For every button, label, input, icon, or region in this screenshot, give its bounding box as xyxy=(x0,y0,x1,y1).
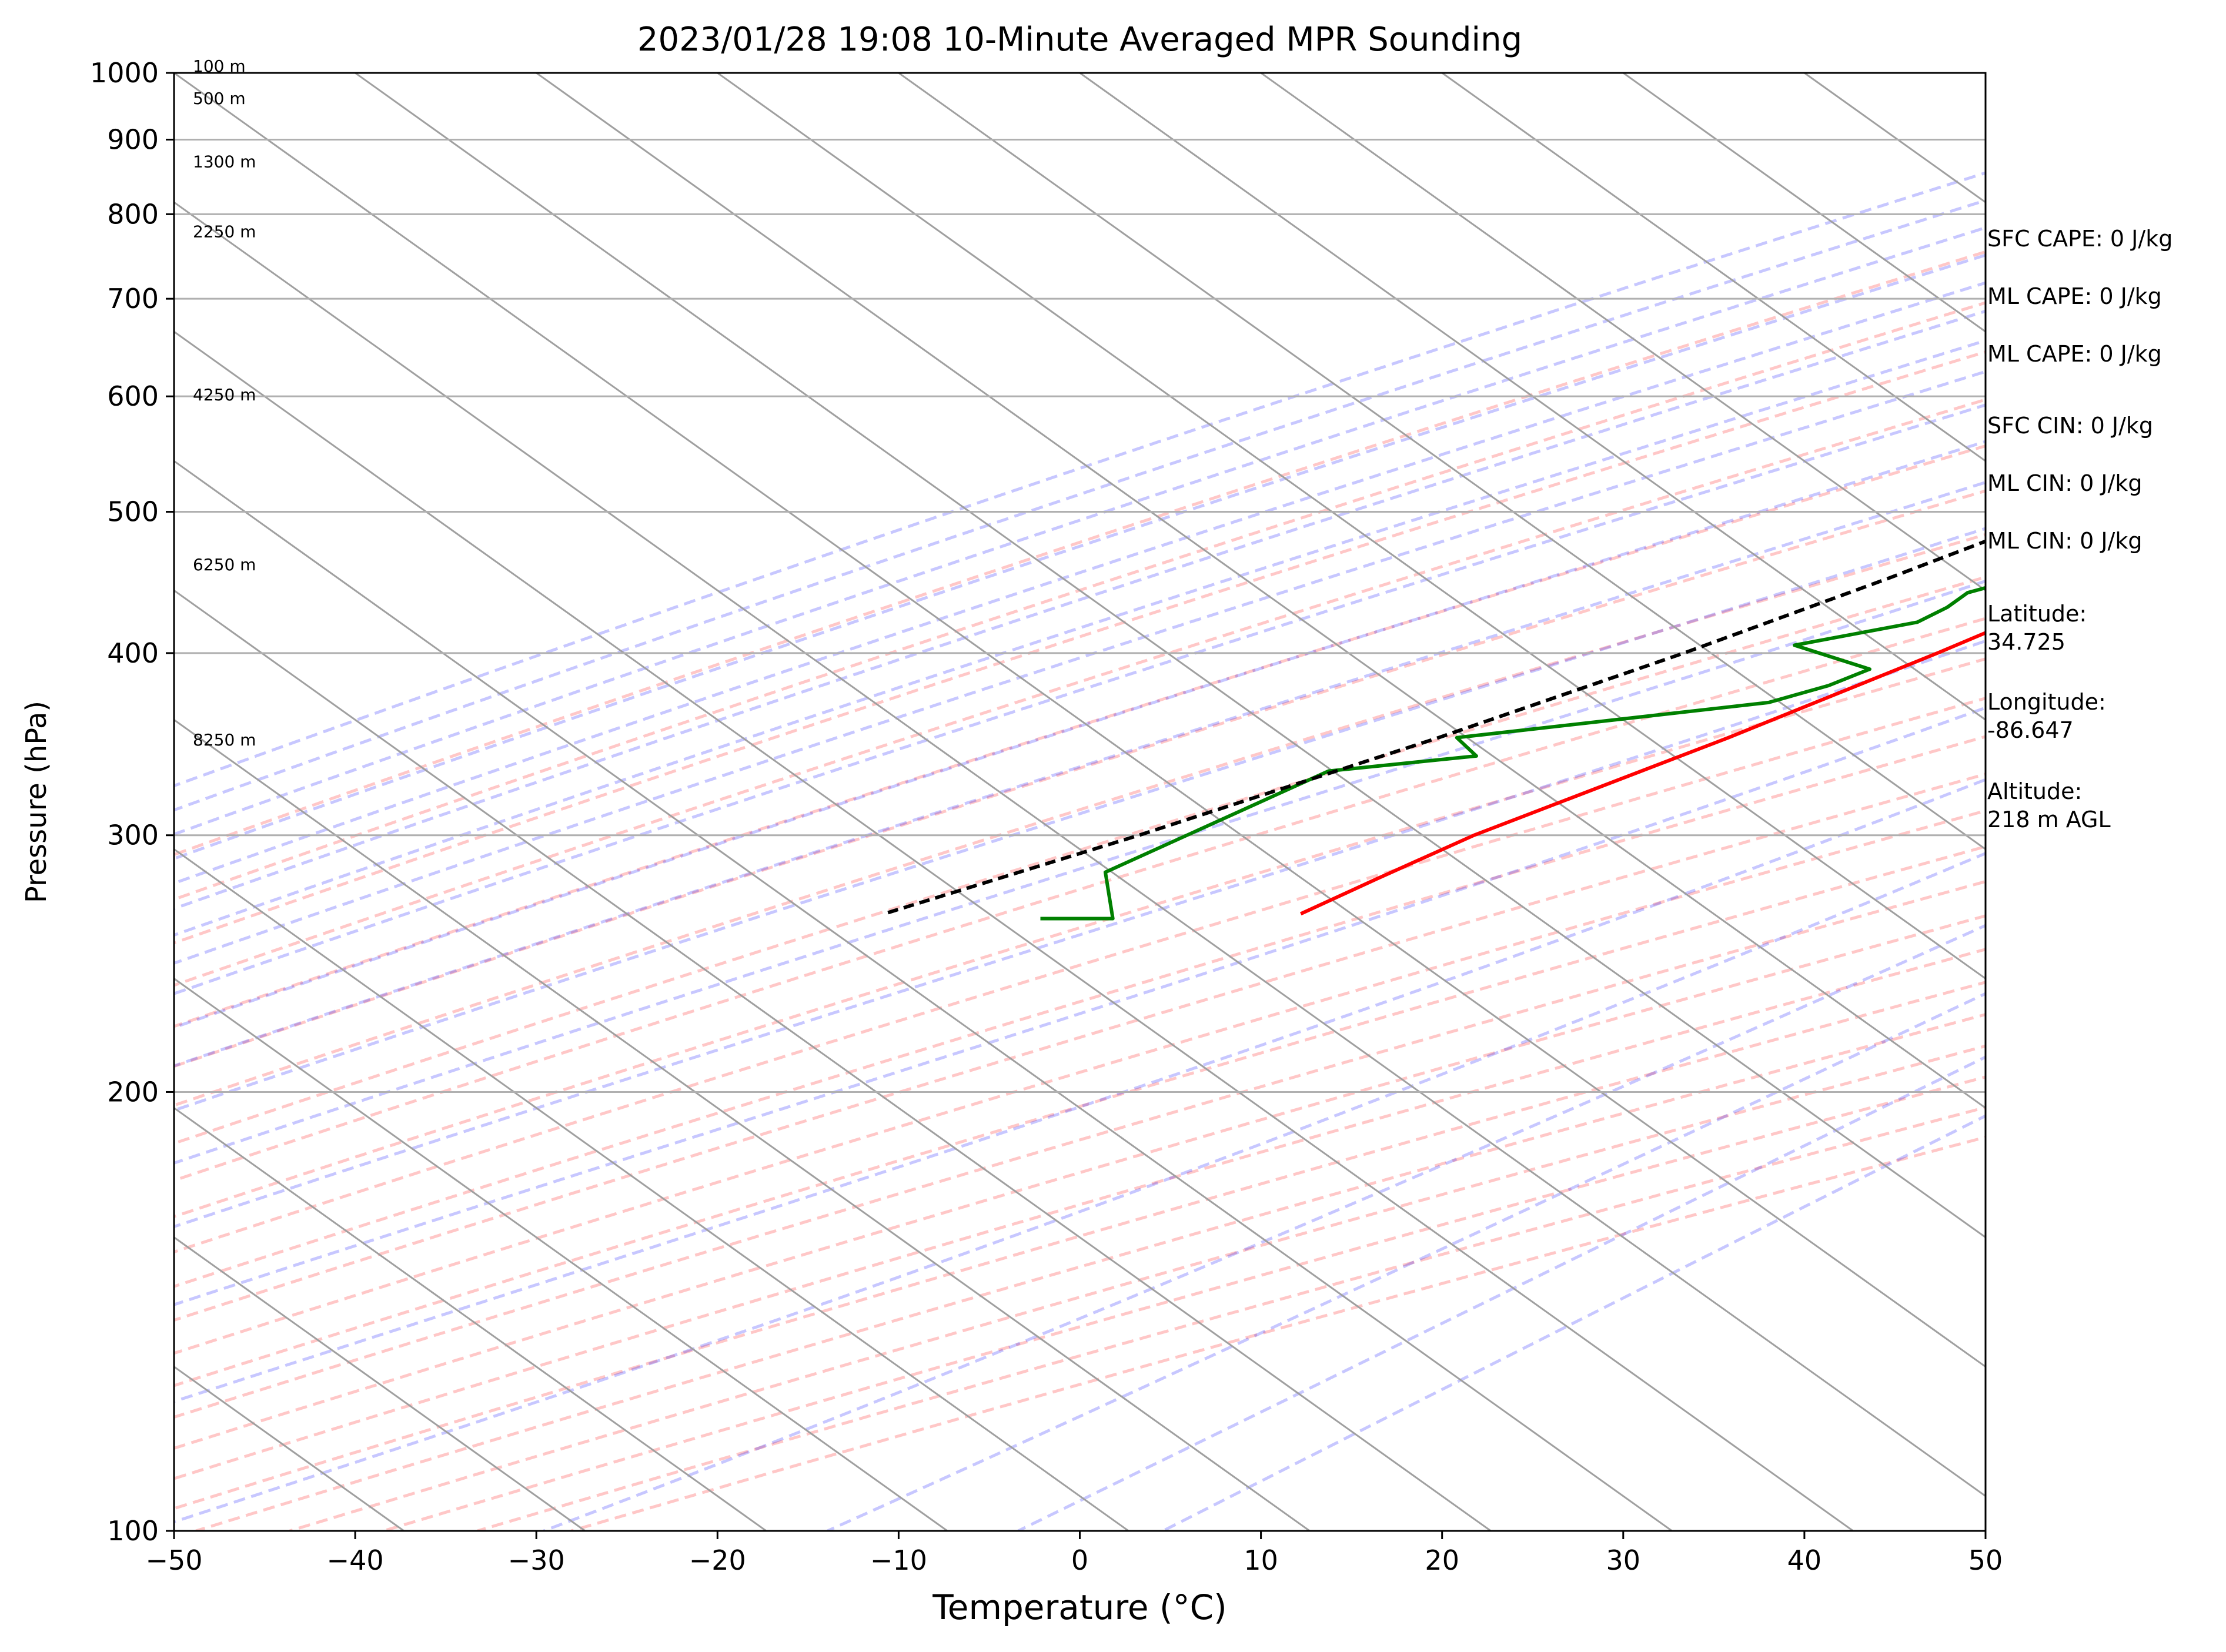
y-tick-label: 100 xyxy=(107,1515,159,1547)
isotherm-line xyxy=(1441,73,1986,463)
moist-adiabat-line xyxy=(174,579,1986,1165)
dry-adiabat-line xyxy=(174,350,1986,945)
height-label: 8250 m xyxy=(193,730,256,750)
x-tick-label: 0 xyxy=(1071,1544,1088,1576)
ml-cin-text-2: ML CIN: 0 J/kg xyxy=(1987,528,2143,554)
dry-adiabat-line xyxy=(174,250,1986,857)
axes-frame xyxy=(173,72,1987,1532)
ml-cape-text-2: ML CAPE: 0 J/kg xyxy=(1987,341,2162,367)
y-tick-label: 200 xyxy=(107,1076,159,1108)
isotherm-line xyxy=(174,460,1673,1531)
dry-adiabat-line xyxy=(570,1135,1986,1531)
isotherm-line xyxy=(717,73,1986,980)
moist-adiabat-line xyxy=(174,309,1986,911)
isotherm-line xyxy=(174,718,1311,1531)
x-tick-label: 10 xyxy=(1244,1544,1278,1576)
moist-adiabat-line xyxy=(174,370,1986,965)
y-tick-label: 1000 xyxy=(90,57,159,89)
isotherm-line xyxy=(174,73,1986,1368)
y-tick-label: 600 xyxy=(107,380,159,412)
moist-adiabat-line xyxy=(174,253,1986,861)
x-axis-label: Temperature (°C) xyxy=(932,1587,1227,1627)
isotherm-line xyxy=(1079,73,1986,721)
y-tick-label: 900 xyxy=(107,123,159,155)
dry-adiabat-line xyxy=(477,1106,1986,1531)
dry-adiabat-line xyxy=(174,981,1986,1510)
dry-adiabat-line xyxy=(174,914,1986,1450)
dry-adiabat-line xyxy=(174,444,1986,1028)
moist-adiabat-line xyxy=(174,199,1986,812)
dry-adiabat-line xyxy=(174,879,1986,1419)
x-tick-label: −10 xyxy=(870,1544,927,1576)
ml-cin-text: ML CIN: 0 J/kg xyxy=(1987,470,2143,496)
moist-adiabat-line xyxy=(174,706,1986,1306)
x-tick-label: 20 xyxy=(1425,1544,1459,1576)
moist-adiabat-line xyxy=(174,527,1986,1112)
y-tick-label: 300 xyxy=(107,820,159,851)
moist-adiabat-line xyxy=(174,339,1986,937)
sfc-cin-text: SFC CIN: 0 J/kg xyxy=(1987,413,2154,439)
isotherm-line xyxy=(898,73,1986,851)
height-label: 1300 m xyxy=(193,152,256,171)
x-tick-label: 30 xyxy=(1606,1544,1641,1576)
x-tick-label: −20 xyxy=(689,1544,746,1576)
height-label: 500 m xyxy=(193,89,246,108)
latitude-text: Latitude: 34.725 xyxy=(1987,601,2087,655)
moist-adiabat-line xyxy=(174,639,1986,1229)
moist-adiabat-line xyxy=(174,440,1986,1029)
moist-adiabat-line xyxy=(174,403,1986,995)
x-tick-label: −30 xyxy=(508,1544,565,1576)
isotherm-line xyxy=(1622,73,1986,333)
y-tick-label: 800 xyxy=(107,198,159,230)
moist-adiabat-line xyxy=(174,480,1986,1068)
dry-adiabat-line xyxy=(174,398,1986,987)
isotherm-line xyxy=(174,589,1492,1531)
x-tick-label: −40 xyxy=(327,1544,384,1576)
y-tick-label: 500 xyxy=(107,496,159,528)
isotherm-line xyxy=(174,848,1129,1531)
altitude-text: Altitude: 218 m AGL xyxy=(1987,778,2111,832)
x-tick-label: 40 xyxy=(1787,1544,1822,1576)
moist-adiabat-line xyxy=(174,851,1986,1524)
dry-adiabat-line xyxy=(174,735,1986,1288)
ml-cape-text: ML CAPE: 0 J/kg xyxy=(1987,283,2162,309)
dry-adiabat-line xyxy=(174,657,1986,1219)
isotherm-line xyxy=(174,1365,405,1531)
height-label: 100 m xyxy=(193,56,246,76)
isotherm-line xyxy=(1260,73,1986,592)
y-axis-label: Pressure (hPa) xyxy=(20,701,53,903)
dry-adiabat-line xyxy=(174,697,1986,1254)
isotherm-line xyxy=(174,201,1986,1497)
sfc-cape-text: SFC CAPE: 0 J/kg xyxy=(1987,226,2173,252)
isotherm-line xyxy=(536,73,1986,1109)
moist-adiabat-line xyxy=(174,226,1986,836)
chart-title: 2023/01/28 19:08 10-Minute Averaged MPR … xyxy=(637,21,1522,59)
series-line-1 xyxy=(1040,586,1986,921)
dry-adiabat-line xyxy=(195,1012,1986,1531)
dry-adiabat-line xyxy=(174,948,1986,1480)
x-tick-label: 50 xyxy=(1968,1544,2003,1576)
dry-adiabat-line xyxy=(174,617,1986,1182)
isotherm-line xyxy=(355,73,1986,1239)
height-label: 2250 m xyxy=(193,222,256,242)
longitude-text: Longitude: -86.647 xyxy=(1987,689,2106,743)
isotherm-line xyxy=(174,1236,586,1531)
height-label: 4250 m xyxy=(193,385,256,404)
moist-adiabat-line xyxy=(174,171,1986,788)
y-tick-label: 400 xyxy=(107,637,159,669)
x-tick-label: −50 xyxy=(145,1544,202,1576)
series-line-0 xyxy=(1300,631,1986,916)
isotherm-line xyxy=(174,330,1854,1531)
height-label: 6250 m xyxy=(193,555,256,574)
isotherm-line xyxy=(174,977,948,1531)
y-tick-label: 700 xyxy=(107,283,159,315)
isotherm-line xyxy=(174,1106,767,1531)
